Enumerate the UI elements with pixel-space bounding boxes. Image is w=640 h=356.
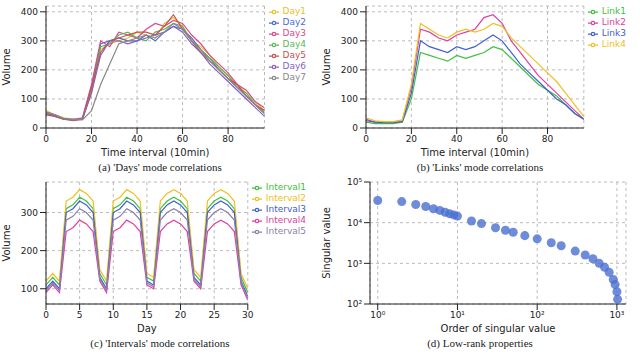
svg-text:0: 0	[32, 123, 38, 133]
html-text:(d) Low-rank properties: (d) Low-rank properties	[427, 337, 533, 349]
svg-text:300: 300	[341, 36, 358, 46]
svg-text:60: 60	[496, 134, 508, 144]
html-text:Interval4: Interval4	[265, 215, 306, 225]
svg-text:20: 20	[406, 134, 418, 144]
svg-text:Volume: Volume	[8, 224, 12, 261]
svg-text:10: 10	[108, 310, 120, 320]
html-text:Day4: Day4	[282, 39, 306, 49]
html-text:Interval2: Interval2	[265, 193, 306, 203]
svg-text:20: 20	[175, 310, 187, 320]
svg-text:Time interval (10min): Time interval (10min)	[100, 147, 209, 158]
svg-text:Volume: Volume	[8, 48, 12, 85]
svg-text:300: 300	[21, 36, 38, 46]
svg-text:100: 100	[21, 284, 38, 294]
html-text:Interval5: Interval5	[265, 226, 306, 236]
svg-text:80: 80	[542, 134, 554, 144]
html-text:Day3: Day3	[282, 28, 306, 38]
html-text:Day2: Day2	[282, 17, 306, 27]
html-text:Day6: Day6	[282, 61, 306, 71]
html-text:Link3: Link3	[601, 28, 626, 38]
svg-text:Order of singular value: Order of singular value	[441, 323, 556, 334]
html-text:(c) 'Intervals' mode correlati: (c) 'Intervals' mode correlations	[90, 337, 230, 349]
svg-text:400: 400	[341, 7, 358, 17]
svg-text:200: 200	[341, 65, 358, 75]
svg-text:200: 200	[21, 246, 38, 256]
svg-text:10¹: 10¹	[450, 310, 465, 320]
html-text:Day7: Day7	[282, 72, 306, 82]
svg-text:10⁰: 10⁰	[370, 310, 385, 320]
svg-text:Time interval (10min): Time interval (10min)	[420, 147, 529, 158]
svg-text:10⁴: 10⁴	[347, 218, 362, 228]
html-text:Interval1: Interval1	[265, 182, 306, 192]
svg-text:15: 15	[141, 310, 152, 320]
html-text:(b) 'Links' mode correlations: (b) 'Links' mode correlations	[416, 161, 544, 173]
svg-text:0: 0	[43, 310, 49, 320]
html-text:Day5: Day5	[282, 50, 306, 60]
svg-text:400: 400	[21, 7, 38, 17]
svg-text:80: 80	[222, 134, 234, 144]
svg-text:10²: 10²	[530, 310, 545, 320]
html-text:Interval3: Interval3	[265, 204, 306, 214]
svg-text:300: 300	[21, 208, 38, 218]
svg-text:200: 200	[21, 65, 38, 75]
svg-text:60: 60	[177, 134, 189, 144]
svg-text:0: 0	[352, 123, 358, 133]
html-text:Link4: Link4	[601, 39, 626, 49]
svg-text:30: 30	[242, 310, 254, 320]
svg-text:40: 40	[451, 134, 463, 144]
svg-text:40: 40	[131, 134, 143, 144]
svg-text:Singular value: Singular value	[321, 207, 332, 279]
html-text:Link1: Link1	[601, 6, 626, 16]
html-text:Day1: Day1	[282, 6, 306, 16]
svg-text:0: 0	[363, 134, 369, 144]
html-text:Link2: Link2	[601, 17, 626, 27]
svg-text:Volume: Volume	[321, 48, 332, 85]
svg-text:10³: 10³	[609, 310, 624, 320]
html-text:(a) 'Days' mode correlations: (a) 'Days' mode correlations	[98, 161, 222, 173]
svg-text:100: 100	[341, 94, 358, 104]
svg-text:20: 20	[86, 134, 98, 144]
svg-text:10⁵: 10⁵	[347, 177, 362, 187]
svg-text:5: 5	[77, 310, 83, 320]
svg-text:100: 100	[21, 94, 38, 104]
svg-text:10³: 10³	[347, 259, 362, 269]
svg-text:0: 0	[43, 134, 49, 144]
svg-text:10²: 10²	[347, 299, 362, 309]
svg-text:Day: Day	[137, 323, 157, 334]
svg-text:25: 25	[208, 310, 219, 320]
